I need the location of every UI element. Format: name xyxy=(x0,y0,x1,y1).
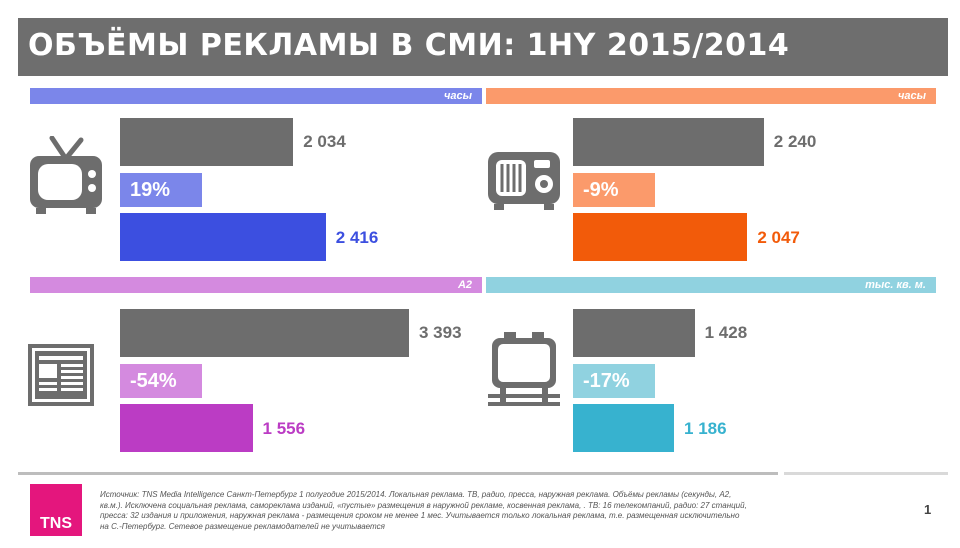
radio-bar-2014 xyxy=(573,118,764,166)
radio-value-2014: 2 240 xyxy=(773,132,817,151)
press-bar-2015 xyxy=(120,404,253,452)
tv-panel-header: часы xyxy=(30,88,482,104)
press-panel-header: А2 xyxy=(30,277,482,293)
radio-icon xyxy=(488,152,560,210)
outdoor-change: -17% xyxy=(573,364,655,398)
radio-change: -9% xyxy=(573,173,655,207)
outdoor-bar-2014 xyxy=(573,309,695,357)
outdoor-bar-2015 xyxy=(573,404,675,452)
billboard-icon xyxy=(488,332,560,406)
title-bar: ОБЪЁМЫ РЕКЛАМЫ В СМИ: 1HY 2015/2014 xyxy=(18,18,948,76)
tv-icon xyxy=(30,136,102,214)
tv-unit-label: часы xyxy=(443,90,472,102)
press-unit-label: А2 xyxy=(457,279,472,291)
newspaper-icon xyxy=(28,344,94,406)
press-bar-2014 xyxy=(120,309,409,357)
tv-value-2015: 2 416 xyxy=(335,228,379,247)
tv-bar-2015 xyxy=(120,213,326,261)
radio-bar-2015 xyxy=(573,213,748,261)
outdoor-panel-header: тыс. кв. м. xyxy=(486,277,936,293)
outdoor-value-2015: 1 186 xyxy=(684,419,727,438)
source-note: Источник: TNS Media Intelligence Санкт-П… xyxy=(100,490,747,531)
press-value-2014: 3 393 xyxy=(419,323,462,342)
page-title: ОБЪЁМЫ РЕКЛАМЫ В СМИ: 1HY 2015/2014 xyxy=(28,28,790,63)
radio-panel-header: часы xyxy=(486,88,936,104)
footer-divider-right xyxy=(784,472,948,475)
tv-change: 19% xyxy=(120,173,202,207)
press-change: -54% xyxy=(120,364,202,398)
outdoor-unit-label: тыс. кв. м. xyxy=(865,279,926,291)
footer-divider xyxy=(18,472,778,475)
tv-bar-2014 xyxy=(120,118,294,166)
page-number: 1 xyxy=(924,502,932,517)
tv-value-2014: 2 034 xyxy=(303,132,346,151)
press-value-2015: 1 556 xyxy=(262,419,306,438)
outdoor-value-2014: 1 428 xyxy=(704,323,748,342)
tns-logo-text: TNS xyxy=(40,515,72,532)
radio-value-2015: 2 047 xyxy=(757,228,800,247)
tns-logo: TNS xyxy=(30,484,82,536)
radio-unit-label: часы xyxy=(897,90,926,102)
